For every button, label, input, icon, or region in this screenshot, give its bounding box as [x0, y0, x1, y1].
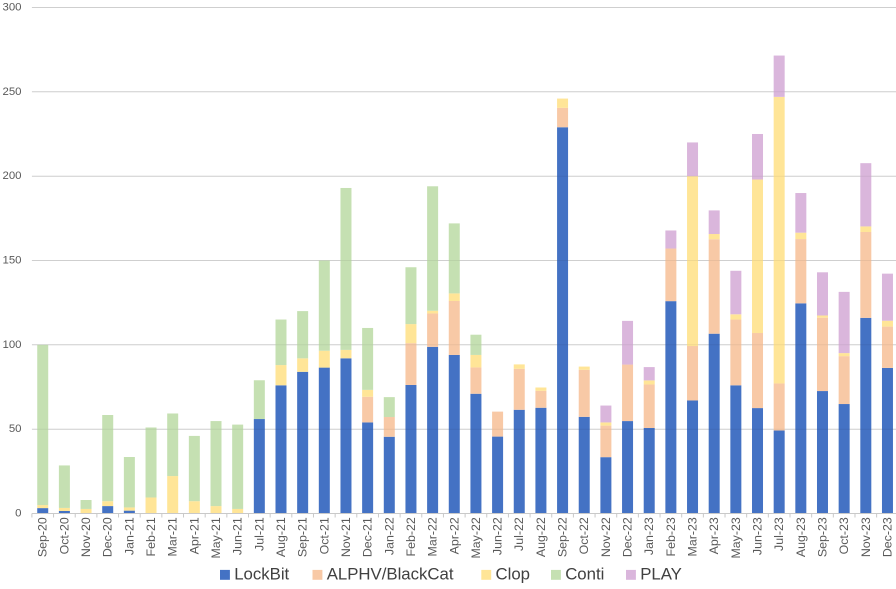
svg-text:Jan-21: Jan-21	[122, 517, 136, 555]
svg-text:Sep-21: Sep-21	[296, 517, 310, 557]
svg-text:150: 150	[2, 255, 21, 267]
svg-text:Jun-23: Jun-23	[751, 517, 765, 555]
svg-text:Feb-21: Feb-21	[144, 517, 158, 556]
svg-text:Nov-22: Nov-22	[599, 517, 613, 557]
svg-text:Sep-20: Sep-20	[36, 517, 50, 557]
svg-text:Aug-21: Aug-21	[274, 517, 288, 557]
svg-text:300: 300	[2, 2, 21, 14]
svg-text:Jul-23: Jul-23	[772, 517, 786, 551]
svg-text:Mar-22: Mar-22	[426, 517, 440, 556]
svg-text:Clop: Clop	[496, 564, 531, 583]
svg-text:Feb-23: Feb-23	[664, 517, 678, 556]
svg-text:Oct-20: Oct-20	[57, 517, 71, 554]
svg-text:Jul-22: Jul-22	[512, 517, 526, 551]
svg-text:PLAY: PLAY	[640, 564, 682, 583]
svg-text:Apr-21: Apr-21	[187, 517, 201, 554]
svg-text:Jul-21: Jul-21	[252, 517, 266, 551]
svg-text:Nov-23: Nov-23	[859, 517, 873, 557]
svg-text:Apr-23: Apr-23	[707, 517, 721, 554]
svg-text:May-23: May-23	[729, 517, 743, 558]
svg-text:Sep-23: Sep-23	[815, 517, 829, 557]
svg-text:Apr-22: Apr-22	[447, 517, 461, 554]
svg-text:Oct-21: Oct-21	[317, 517, 331, 554]
svg-text:0: 0	[15, 508, 21, 520]
svg-text:Mar-23: Mar-23	[686, 517, 700, 556]
svg-text:May-21: May-21	[209, 517, 223, 558]
svg-text:LockBit: LockBit	[234, 564, 289, 583]
svg-text:Conti: Conti	[565, 564, 604, 583]
svg-text:Nov-21: Nov-21	[339, 517, 353, 557]
svg-text:Oct-23: Oct-23	[837, 517, 851, 554]
svg-text:Dec-23: Dec-23	[880, 517, 894, 557]
svg-text:Jan-23: Jan-23	[642, 517, 656, 555]
svg-text:Oct-22: Oct-22	[577, 517, 591, 554]
svg-text:Mar-21: Mar-21	[166, 517, 180, 556]
svg-text:100: 100	[2, 339, 21, 351]
svg-text:Feb-22: Feb-22	[404, 517, 418, 556]
svg-text:May-22: May-22	[469, 517, 483, 558]
svg-text:Jun-21: Jun-21	[231, 517, 245, 555]
svg-text:ALPHV/BlackCat: ALPHV/BlackCat	[327, 564, 454, 583]
svg-text:250: 250	[2, 86, 21, 98]
svg-text:Sep-22: Sep-22	[556, 517, 570, 557]
svg-text:Dec-22: Dec-22	[621, 517, 635, 557]
svg-text:Jun-22: Jun-22	[491, 517, 505, 555]
svg-text:Jan-22: Jan-22	[382, 517, 396, 555]
svg-text:200: 200	[2, 170, 21, 182]
svg-text:Dec-21: Dec-21	[361, 517, 375, 557]
svg-text:Aug-23: Aug-23	[794, 517, 808, 557]
svg-text:Aug-22: Aug-22	[534, 517, 548, 557]
svg-text:Nov-20: Nov-20	[79, 517, 93, 557]
svg-text:Dec-20: Dec-20	[101, 517, 115, 557]
svg-text:50: 50	[9, 423, 22, 435]
